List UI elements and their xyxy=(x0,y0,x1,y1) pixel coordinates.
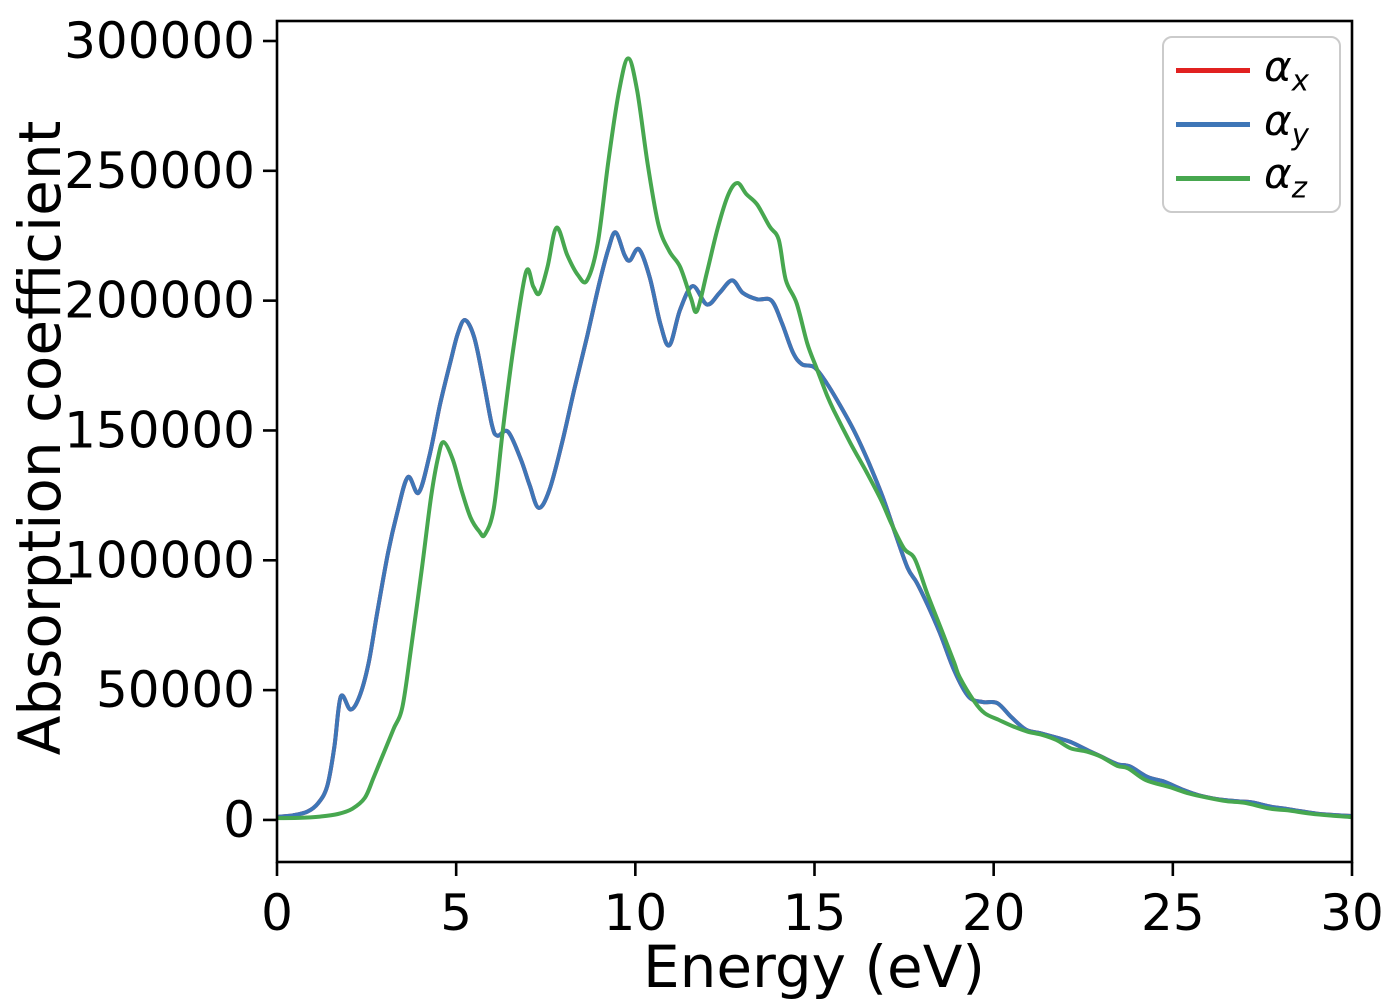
series-line-alpha_x xyxy=(277,230,1352,819)
legend-label-alpha_z: αz xyxy=(1264,149,1307,205)
y-axis-label: Absorption coefficient xyxy=(6,120,74,756)
x-tick-label-5: 25 xyxy=(1141,884,1205,942)
y-tick-label-2: 100000 xyxy=(64,531,255,589)
legend-item-alpha_y: αy xyxy=(1176,98,1339,152)
legend-label-alpha_x: αx xyxy=(1264,42,1309,98)
y-tick-label-0: 0 xyxy=(223,791,255,849)
y-tick-label-3: 150000 xyxy=(64,401,255,459)
x-tick-label-3: 15 xyxy=(783,884,847,942)
x-tick-label-2: 10 xyxy=(604,884,668,942)
legend-swatch-alpha_z xyxy=(1176,175,1250,181)
legend-swatch-alpha_y xyxy=(1176,122,1250,127)
series-line-alpha_z xyxy=(277,56,1352,821)
x-axis-label: Energy (eV) xyxy=(642,933,986,1000)
x-tick-label-1: 5 xyxy=(440,884,472,942)
x-tick-label-4: 20 xyxy=(962,884,1026,942)
y-tick-label-4: 200000 xyxy=(64,272,255,330)
series-line-alpha_y xyxy=(277,230,1352,819)
legend-item-alpha_z: αz xyxy=(1176,151,1339,205)
y-tick-label-1: 50000 xyxy=(96,661,255,719)
legend-swatch-alpha_x xyxy=(1176,68,1250,74)
y-tick-label-6: 300000 xyxy=(64,12,255,70)
x-tick-label-6: 30 xyxy=(1320,884,1384,942)
legend: αx αy αz xyxy=(1162,36,1341,213)
plot-spines xyxy=(275,19,1354,864)
legend-item-alpha_x: αx xyxy=(1176,44,1339,98)
legend-label-alpha_y: αy xyxy=(1264,95,1309,152)
y-tick-label-5: 250000 xyxy=(64,142,255,200)
x-tick-label-0: 0 xyxy=(261,884,293,942)
